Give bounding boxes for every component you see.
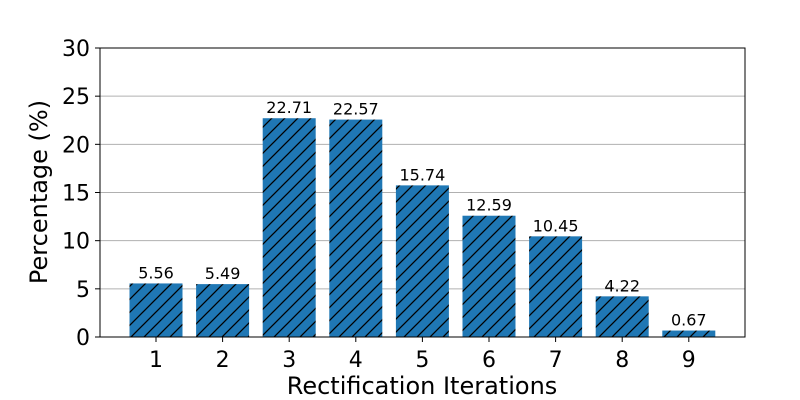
bar-9 [662, 330, 716, 337]
y-axis-ticks: 0 5 10 15 20 25 30 [62, 37, 100, 351]
bar-8 [595, 296, 649, 337]
y-tick-label: 0 [76, 326, 90, 351]
bar-6 [462, 215, 516, 337]
y-axis-label: Percentage (%) [25, 100, 53, 284]
x-tick-label: 6 [482, 348, 496, 373]
x-tick-label: 2 [216, 348, 230, 373]
y-tick-label: 20 [62, 133, 90, 158]
bar-value-label: 22.71 [266, 98, 312, 117]
y-tick-label: 10 [62, 230, 90, 255]
bar-value-label: 0.67 [671, 311, 707, 330]
bar-value-label: 12.59 [466, 196, 512, 215]
x-tick-label: 4 [349, 348, 363, 373]
y-tick-label: 25 [62, 85, 90, 110]
x-tick-label: 9 [682, 348, 696, 373]
bar-value-label: 5.49 [205, 264, 241, 283]
y-tick-label: 15 [62, 182, 90, 207]
bar-2 [196, 284, 250, 337]
x-axis-label: Rectification Iterations [287, 372, 558, 400]
bar-value-label: 5.56 [138, 263, 174, 282]
bar-1 [129, 283, 183, 337]
bar-value-labels: 5.56 5.49 22.71 22.57 15.74 12.59 10.45 4.22 0.6… [138, 98, 706, 329]
bar-value-label: 22.57 [333, 100, 379, 119]
x-tick-label: 3 [282, 348, 296, 373]
x-axis-ticks: 1 2 3 4 5 6 7 8 9 [149, 337, 696, 373]
bar-value-label: 4.22 [604, 276, 640, 295]
x-tick-label: 5 [415, 348, 429, 373]
x-tick-label: 8 [615, 348, 629, 373]
x-tick-label: 1 [149, 348, 163, 373]
bar-3 [262, 118, 316, 338]
x-tick-label: 7 [549, 348, 563, 373]
y-tick-label: 30 [62, 37, 90, 62]
bar-value-label: 15.74 [399, 165, 445, 184]
bar-5 [395, 185, 449, 337]
bars [129, 118, 716, 338]
bar-value-label: 10.45 [533, 216, 579, 235]
bar-4 [329, 119, 383, 337]
y-tick-label: 5 [76, 278, 90, 303]
bar-7 [529, 236, 583, 337]
